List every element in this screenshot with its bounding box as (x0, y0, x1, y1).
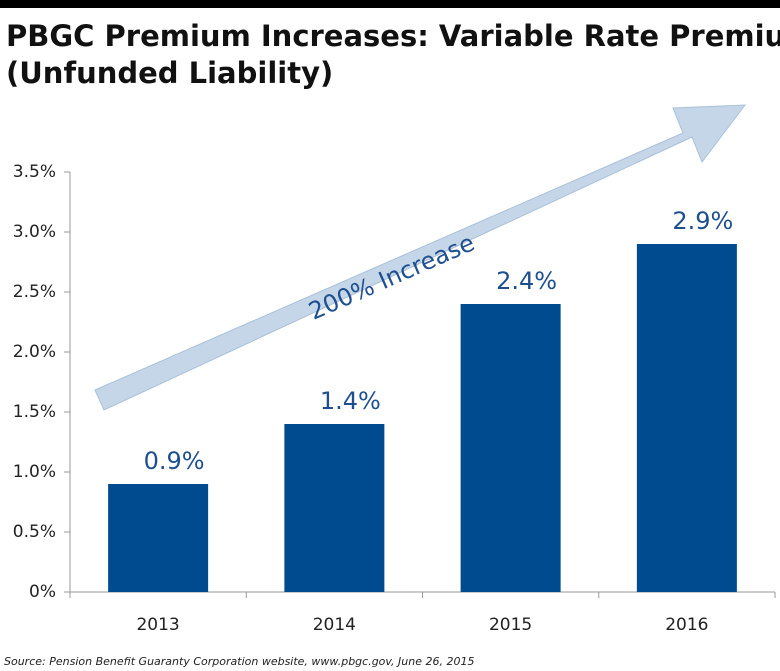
bar (108, 484, 209, 592)
value-label: 1.4% (320, 387, 381, 415)
value-label: 2.4% (496, 267, 557, 295)
bar (636, 244, 737, 592)
top-band (0, 0, 780, 8)
arrow-annotation: 200% Increase (305, 229, 479, 326)
y-tick-label: 0% (29, 582, 56, 602)
y-tick-label: 3.5% (13, 162, 56, 182)
x-tick-label: 2016 (665, 615, 708, 635)
chart-title: PBGC Premium Increases: Variable Rate Pr… (6, 19, 780, 53)
y-tick-label: 1.0% (13, 462, 56, 482)
bar (284, 424, 385, 592)
x-tick-label: 2013 (136, 615, 179, 635)
y-tick-label: 3.0% (13, 222, 56, 242)
y-tick-label: 2.0% (13, 342, 56, 362)
y-tick-label: 1.5% (13, 402, 56, 422)
bar (460, 304, 561, 592)
y-tick-label: 2.5% (13, 282, 56, 302)
chart-subtitle: (Unfunded Liability) (6, 56, 333, 90)
increase-arrow (94, 104, 747, 411)
value-label: 0.9% (144, 447, 205, 475)
source-note: Source: Pension Benefit Guaranty Corpora… (4, 655, 474, 668)
value-label: 2.9% (672, 207, 733, 235)
x-tick-label: 2014 (313, 615, 356, 635)
x-tick-label: 2015 (489, 615, 532, 635)
y-tick-label: 0.5% (13, 522, 56, 542)
